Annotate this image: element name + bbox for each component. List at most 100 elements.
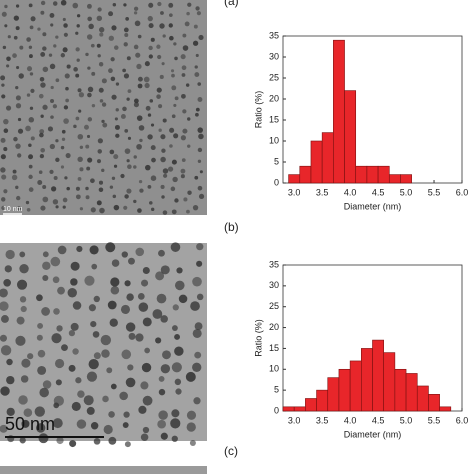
particle <box>1 94 6 99</box>
particle <box>160 184 165 189</box>
particle <box>113 204 120 211</box>
y-tick-label: 0 <box>274 177 279 187</box>
particle <box>42 261 51 270</box>
particle <box>167 166 174 172</box>
particle <box>63 23 68 28</box>
bar <box>428 394 440 412</box>
particle <box>160 432 168 440</box>
particle <box>171 435 178 442</box>
particle <box>42 46 47 51</box>
particle <box>158 410 168 420</box>
particle <box>52 199 59 205</box>
particle <box>113 164 118 168</box>
particle <box>97 7 102 12</box>
particle <box>60 53 66 58</box>
particle <box>84 275 95 286</box>
particle <box>127 164 132 170</box>
particle <box>15 95 21 101</box>
particle <box>66 186 70 191</box>
particle <box>52 104 58 109</box>
particle <box>37 322 44 329</box>
particle <box>77 133 84 140</box>
particle <box>63 105 69 110</box>
y-tick-label: 5 <box>274 156 279 166</box>
y-tick-label: 5 <box>274 385 279 395</box>
particle <box>171 73 175 78</box>
particle <box>53 176 58 181</box>
particle <box>156 44 161 49</box>
particle <box>91 71 96 76</box>
particle <box>161 62 165 66</box>
particle <box>90 43 95 48</box>
particle <box>110 76 116 82</box>
particle <box>98 62 104 67</box>
particle <box>100 334 112 346</box>
particle <box>91 263 98 270</box>
particle <box>121 349 132 360</box>
particle <box>66 64 71 69</box>
bar <box>349 360 362 412</box>
particle <box>112 3 117 7</box>
particle <box>85 144 90 149</box>
particle <box>125 377 136 388</box>
particle <box>87 117 93 122</box>
particle <box>15 185 19 190</box>
particle <box>0 154 6 160</box>
particle <box>29 25 34 30</box>
bar <box>439 406 452 412</box>
particle <box>186 422 196 432</box>
particle <box>38 433 49 444</box>
panel-label: (a) <box>224 0 239 8</box>
particle <box>157 54 162 60</box>
particle <box>171 159 177 165</box>
particle <box>120 114 126 119</box>
particle <box>196 260 203 267</box>
particle <box>123 3 127 7</box>
x-axis-label: Diameter (nm) <box>344 201 402 211</box>
particle <box>86 134 91 139</box>
particle <box>40 0 46 6</box>
particle <box>48 53 53 57</box>
particle <box>194 322 203 331</box>
particle <box>101 78 107 84</box>
x-tick-label: 4.5 <box>372 415 385 425</box>
particle <box>101 168 105 173</box>
particle <box>77 156 83 163</box>
particle <box>62 205 66 209</box>
particle <box>114 117 118 121</box>
particle <box>42 196 49 203</box>
particle <box>150 123 155 127</box>
particle <box>124 280 131 287</box>
particle <box>135 333 144 342</box>
particle <box>62 197 68 203</box>
particle <box>38 93 44 99</box>
particle <box>67 288 77 298</box>
particle <box>144 347 150 354</box>
particle <box>124 148 131 154</box>
particle <box>147 134 153 140</box>
particle <box>136 115 143 121</box>
particle <box>87 16 93 22</box>
particle <box>123 73 130 79</box>
particle <box>159 23 165 29</box>
particle <box>40 205 46 211</box>
particle <box>141 362 152 373</box>
particle <box>139 188 144 193</box>
particle <box>0 288 8 298</box>
particle <box>50 98 55 104</box>
particle <box>97 138 103 144</box>
particle <box>160 156 166 163</box>
particle <box>156 94 161 99</box>
particle <box>101 349 110 358</box>
x-tick-label: 3.0 <box>288 187 301 197</box>
particle <box>148 2 154 8</box>
particle <box>99 32 104 37</box>
particle <box>98 87 104 93</box>
particle <box>3 278 12 287</box>
particle <box>1 205 6 211</box>
particle <box>28 187 34 192</box>
particle <box>57 245 67 255</box>
particle <box>63 118 69 124</box>
particle <box>145 164 151 171</box>
particle <box>158 128 162 132</box>
